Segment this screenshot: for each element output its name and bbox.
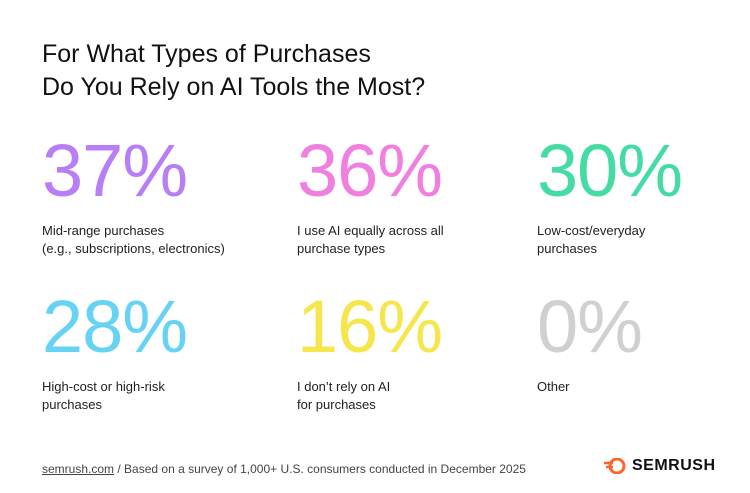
stat: 28% High-cost or high-risk purchases <box>42 290 262 414</box>
stat-value: 16% <box>297 285 443 368</box>
stat-value: 0% <box>537 285 643 368</box>
stat-value: 30% <box>537 129 683 212</box>
stat-label-line: Low-cost/everyday <box>537 223 646 238</box>
source-note: / Based on a survey of 1,000+ U.S. consu… <box>117 462 526 476</box>
title-line: Do You Rely on AI Tools the Most? <box>42 73 426 101</box>
stat-value: 36% <box>297 129 443 212</box>
source-link[interactable]: semrush.com <box>42 462 115 476</box>
stat-label: High-cost or high-risk purchases <box>42 378 262 414</box>
brand: SEMRUSH <box>604 457 716 475</box>
stat-label-line: High-cost or high-risk <box>42 379 165 394</box>
stat: 36% I use AI equally across all purchase t… <box>297 134 517 258</box>
stat-label-line: for purchases <box>297 397 376 412</box>
stat-label: Low-cost/everyday purchases <box>537 222 750 258</box>
stat-label-line: (e.g., subscriptions, electronics) <box>42 241 225 256</box>
stat: 0% Other <box>537 290 750 396</box>
brand-icon <box>604 458 626 474</box>
stat: 30% Low-cost/everyday purchases <box>537 134 750 258</box>
stat: 16% I don’t rely on AI for purchases <box>297 290 517 414</box>
stat-label-line: Mid-range purchases <box>42 223 165 238</box>
stat-label-line: Other <box>537 379 570 394</box>
stat-label-line: I don’t rely on AI <box>297 379 391 394</box>
stat-label: I don’t rely on AI for purchases <box>297 378 517 414</box>
title-line: For What Types of Purchases <box>42 40 371 68</box>
stat-label: Other <box>537 378 750 396</box>
stat-label-line: purchase types <box>297 241 386 256</box>
footer: semrush.com / Based on a survey of 1,000… <box>42 462 526 476</box>
stat-label-line: purchases <box>42 397 102 412</box>
stat-value: 28% <box>42 285 188 368</box>
stat-label-line: purchases <box>537 241 597 256</box>
stat-label: Mid-range purchases (e.g., subscriptions,… <box>42 222 262 258</box>
stat: 37% Mid-range purchases (e.g., subscriptio… <box>42 134 262 258</box>
stat-label: I use AI equally across all purchase type… <box>297 222 517 258</box>
brand-name: SEMRUSH <box>632 457 716 474</box>
stat-value: 37% <box>42 129 188 212</box>
stat-label-line: I use AI equally across all <box>297 223 444 238</box>
